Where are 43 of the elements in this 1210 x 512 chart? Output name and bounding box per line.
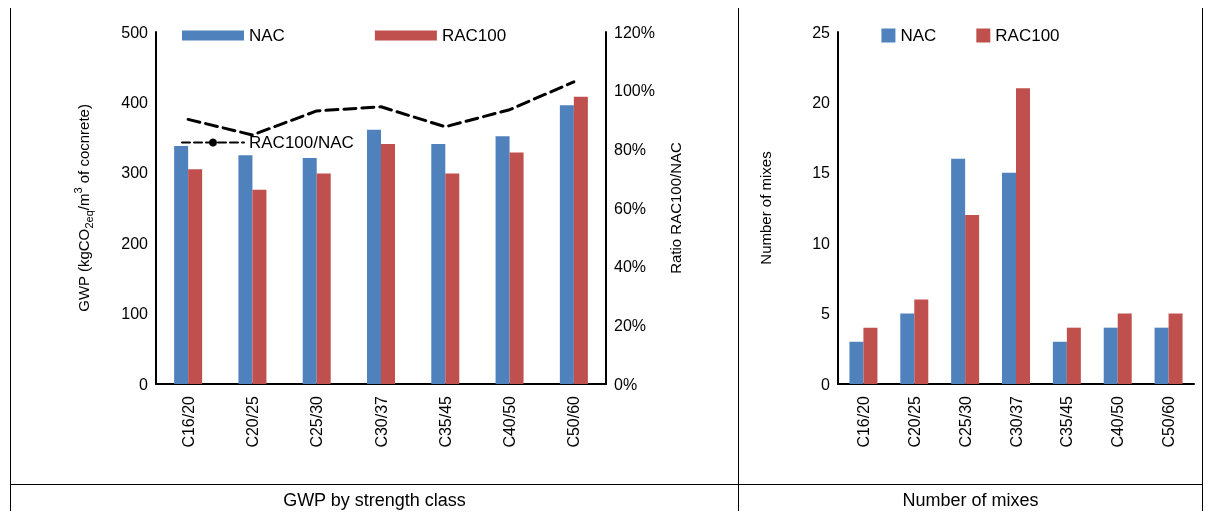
x-tick-label: C25/30 <box>308 395 326 448</box>
y-tick-label: 200 <box>121 234 149 252</box>
y-tick-label: 25 <box>812 23 831 41</box>
legend-label: RAC100/NAC <box>249 133 354 152</box>
y2-tick-label: 40% <box>614 258 647 276</box>
x-tick-label: C16/20 <box>854 395 872 448</box>
y2-tick-label: 60% <box>614 199 647 217</box>
x-tick-label: C40/50 <box>1109 395 1127 448</box>
legend-label: RAC100 <box>995 26 1060 45</box>
legend-label: NAC <box>249 26 285 45</box>
x-tick-label: C25/30 <box>956 395 974 448</box>
text: Number of mixes <box>902 490 1039 510</box>
x-tick-label: C35/45 <box>1058 395 1076 448</box>
y-tick-label: 15 <box>812 164 831 182</box>
x-tick-label: C20/25 <box>243 395 261 448</box>
y-tick-label: 5 <box>821 305 831 323</box>
legend-label: RAC100 <box>441 26 507 45</box>
y2-tick-label: 20% <box>614 316 647 334</box>
x-tick-label: C16/20 <box>179 395 197 448</box>
x-tick-label: C30/37 <box>1007 395 1025 448</box>
y2-tick-label: 80% <box>614 140 647 158</box>
x-tick-label: C50/60 <box>1160 395 1178 448</box>
legend-label: NAC <box>900 26 937 45</box>
x-tick-label: C35/45 <box>436 395 454 448</box>
y-tick-label: 400 <box>121 93 149 111</box>
y-tick-label: 500 <box>121 23 149 41</box>
x-tick-label: C40/50 <box>501 395 519 448</box>
y-tick-label: 300 <box>121 164 149 182</box>
text: GWP by strength class <box>283 490 466 510</box>
y-tick-label: 20 <box>812 93 831 111</box>
y-tick-label: 10 <box>812 234 831 252</box>
y-axis-title: Number of mixes <box>756 151 774 265</box>
y2-tick-label: 120% <box>614 23 655 41</box>
y-tick-label: 0 <box>821 375 831 393</box>
x-tick-label: C30/37 <box>372 395 390 448</box>
y-axis-title: GWP (kgCO2eq/m3 of cocnrete) <box>71 104 95 312</box>
y2-axis-title: Ratio RAC100/NAC <box>666 141 684 274</box>
x-tick-label: C50/60 <box>565 395 583 448</box>
y-tick-label: 0 <box>139 375 149 393</box>
y2-tick-label: 0% <box>614 375 638 393</box>
y-tick-label: 100 <box>121 305 149 323</box>
x-tick-label: C20/25 <box>905 395 923 448</box>
y2-tick-label: 100% <box>614 82 655 100</box>
